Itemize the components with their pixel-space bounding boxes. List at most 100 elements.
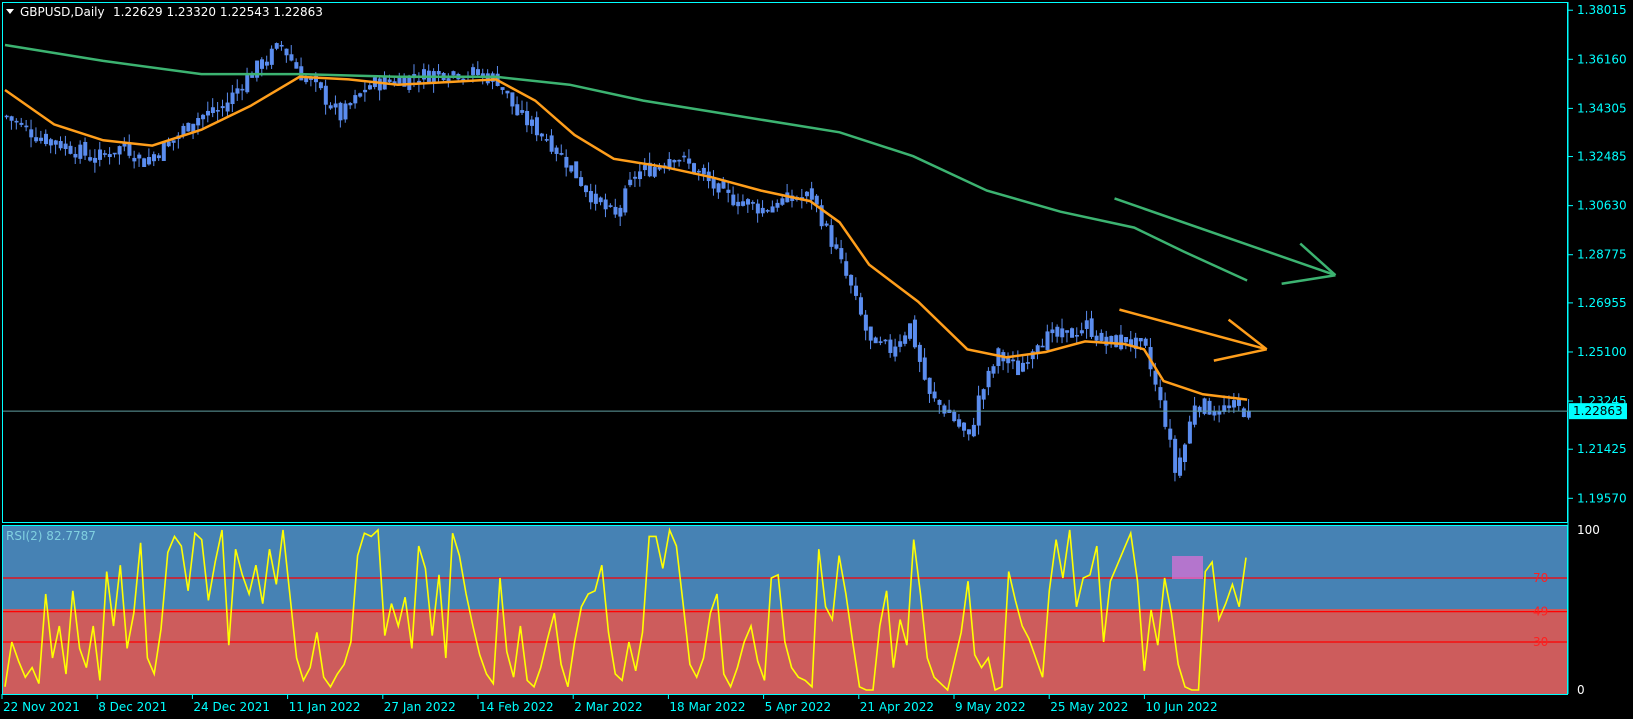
- candle: [102, 150, 107, 158]
- candle: [1119, 325, 1124, 351]
- candle: [726, 182, 731, 203]
- candle: [873, 336, 878, 344]
- time-tick-label: 9 May 2022: [955, 700, 1026, 714]
- candle: [205, 101, 210, 123]
- candle: [962, 421, 967, 438]
- candle: [1065, 330, 1070, 343]
- candle: [922, 348, 927, 381]
- candle: [240, 84, 245, 101]
- trend-arrow: [1119, 308, 1268, 362]
- candle: [613, 198, 618, 218]
- candle: [78, 140, 83, 164]
- candle: [338, 101, 343, 128]
- candle: [1055, 324, 1060, 343]
- candle: [269, 45, 274, 69]
- candle: [1070, 327, 1075, 338]
- time-tick-label: 24 Dec 2021: [193, 700, 270, 714]
- candle: [638, 163, 643, 187]
- candle: [83, 137, 88, 161]
- candle: [981, 388, 986, 410]
- candle: [883, 338, 888, 345]
- candle: [255, 60, 260, 82]
- trend-arrows-group: [1114, 197, 1337, 362]
- candle: [716, 182, 721, 199]
- rsi-label: RSI(2) 82.7787: [6, 529, 96, 543]
- candle: [1025, 354, 1030, 370]
- candle: [971, 417, 976, 438]
- price-tick-label: 1.26955: [1577, 296, 1627, 310]
- candle: [927, 377, 932, 403]
- candle: [584, 184, 589, 198]
- candle: [1006, 352, 1011, 373]
- candle: [878, 336, 883, 346]
- time-tick-label: 14 Feb 2022: [479, 700, 554, 714]
- candle: [917, 342, 922, 373]
- candle: [34, 127, 39, 144]
- candle: [888, 334, 893, 358]
- candle: [932, 382, 937, 402]
- candle: [1040, 338, 1045, 348]
- candle: [39, 130, 44, 144]
- candle: [19, 117, 24, 128]
- main-plot-frame: [2, 2, 1568, 523]
- candle: [363, 82, 368, 102]
- time-axis-ticks: 22 Nov 2021 8 Dec 2021 24 Dec 2021 11 Jan 2…: [1, 694, 1218, 714]
- candle: [1173, 435, 1178, 482]
- candle: [9, 115, 14, 130]
- candle: [544, 133, 549, 143]
- candle: [942, 403, 947, 417]
- candle: [844, 252, 849, 279]
- candle: [4, 114, 9, 120]
- time-tick-label: 10 Jun 2022: [1145, 700, 1217, 714]
- candle: [171, 140, 176, 151]
- candle: [520, 100, 525, 115]
- candle: [1084, 310, 1089, 339]
- rsi-overbought-zone: [3, 526, 1567, 609]
- candle: [1143, 337, 1148, 349]
- ma-slow-line: [4, 43, 1248, 282]
- candle: [770, 200, 775, 213]
- price-tick-label: 1.36160: [1577, 52, 1627, 66]
- candle: [24, 120, 29, 132]
- current-price-tag: 1.22863: [1569, 403, 1627, 420]
- candle: [318, 81, 323, 91]
- candle: [908, 323, 913, 341]
- candle: [829, 218, 834, 255]
- candle: [53, 139, 58, 155]
- candle: [1168, 419, 1173, 448]
- candle: [68, 141, 73, 155]
- rsi-scale-label: 100: [1577, 523, 1600, 537]
- candle: [628, 171, 633, 188]
- candle: [1192, 396, 1197, 428]
- candle: [530, 115, 535, 134]
- candle: [755, 199, 760, 223]
- candle: [623, 185, 628, 216]
- collapse-triangle-icon[interactable]: [6, 9, 14, 14]
- candle: [824, 220, 829, 227]
- candle: [976, 385, 981, 435]
- candle: [854, 277, 859, 301]
- candle: [284, 48, 289, 63]
- candle: [1060, 318, 1065, 344]
- candle: [333, 95, 338, 115]
- candle: [966, 429, 971, 441]
- candle: [1207, 397, 1212, 415]
- price-tick-label: 1.34305: [1577, 101, 1627, 115]
- price-tick-label: 1.19570: [1577, 491, 1627, 505]
- candle: [186, 122, 191, 132]
- rsi-level-label: 49: [1533, 605, 1548, 619]
- rsi-line: [4, 527, 1247, 692]
- candle: [731, 186, 736, 207]
- candle: [63, 135, 68, 156]
- candle: [112, 152, 117, 158]
- candle: [780, 196, 785, 207]
- candle: [564, 149, 569, 177]
- candle: [348, 101, 353, 110]
- candle: [741, 194, 746, 207]
- candle: [750, 200, 755, 210]
- candle: [510, 92, 515, 115]
- candle: [1158, 379, 1163, 409]
- rsi-level-label: 70: [1533, 571, 1548, 585]
- candle: [43, 129, 48, 147]
